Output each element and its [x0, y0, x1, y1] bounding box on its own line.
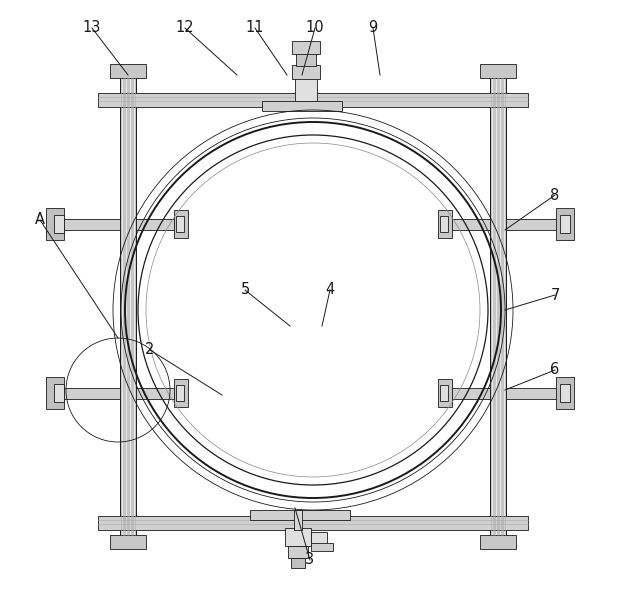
- Text: 4: 4: [326, 282, 335, 297]
- Text: 12: 12: [176, 20, 194, 35]
- Bar: [46, 377, 64, 409]
- Bar: [174, 210, 188, 238]
- Bar: [54, 384, 64, 402]
- Bar: [110, 64, 146, 78]
- Bar: [120, 78, 136, 535]
- Bar: [54, 215, 64, 233]
- Bar: [62, 388, 120, 399]
- Bar: [506, 219, 558, 230]
- Bar: [98, 93, 528, 107]
- Bar: [250, 510, 350, 520]
- Bar: [136, 219, 174, 230]
- Text: 7: 7: [550, 288, 560, 303]
- Bar: [440, 216, 448, 232]
- Bar: [288, 546, 308, 558]
- Bar: [480, 535, 516, 549]
- Text: 3: 3: [305, 553, 314, 568]
- Bar: [480, 64, 516, 78]
- Bar: [438, 210, 452, 238]
- Text: 8: 8: [550, 188, 560, 203]
- Bar: [556, 377, 574, 409]
- Bar: [560, 384, 570, 402]
- Bar: [311, 543, 333, 551]
- Bar: [311, 532, 327, 544]
- Text: 2: 2: [145, 343, 155, 358]
- Bar: [294, 510, 302, 530]
- Bar: [62, 219, 120, 230]
- Bar: [285, 528, 311, 546]
- Text: 11: 11: [246, 20, 264, 35]
- Bar: [556, 208, 574, 240]
- Bar: [438, 379, 452, 407]
- Text: A: A: [35, 212, 45, 227]
- Bar: [490, 78, 506, 535]
- Bar: [110, 535, 146, 549]
- Bar: [506, 388, 558, 399]
- Bar: [176, 216, 184, 232]
- Bar: [98, 516, 528, 530]
- Bar: [262, 101, 342, 111]
- Text: 9: 9: [368, 20, 377, 35]
- Bar: [291, 558, 305, 568]
- Bar: [440, 385, 448, 401]
- Bar: [296, 53, 316, 66]
- Text: 13: 13: [83, 20, 101, 35]
- Bar: [176, 385, 184, 401]
- Text: 10: 10: [305, 20, 324, 35]
- Text: 6: 6: [550, 362, 560, 377]
- Bar: [452, 219, 490, 230]
- Bar: [174, 379, 188, 407]
- Bar: [452, 388, 490, 399]
- Bar: [292, 41, 320, 54]
- Bar: [46, 208, 64, 240]
- Bar: [136, 388, 174, 399]
- Bar: [295, 77, 317, 101]
- Bar: [560, 215, 570, 233]
- Text: 5: 5: [240, 282, 250, 297]
- Bar: [292, 65, 320, 79]
